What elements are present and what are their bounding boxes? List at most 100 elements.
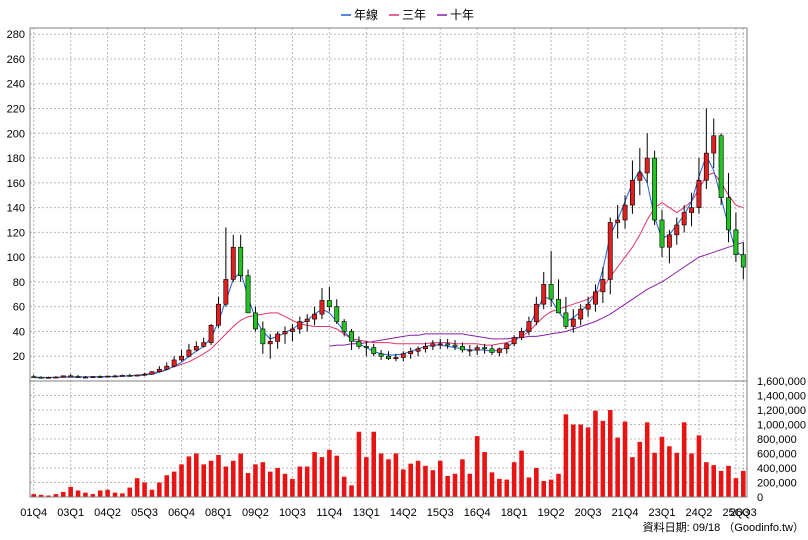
volume-bar xyxy=(201,464,206,497)
candle-body xyxy=(637,172,643,181)
volume-bar xyxy=(223,466,229,497)
candle-body xyxy=(482,347,488,350)
x-tick-label: 14Q2 xyxy=(390,507,417,519)
volume-bar xyxy=(534,468,539,497)
candle-body xyxy=(60,375,66,378)
candle-body xyxy=(452,344,458,347)
volume-bar xyxy=(297,466,303,497)
candle-body xyxy=(644,157,650,174)
volume-bar xyxy=(460,459,465,497)
x-tick-label: 21Q4 xyxy=(612,507,639,519)
x-tick-label: 15Q3 xyxy=(427,507,454,519)
volume-bar xyxy=(68,486,73,497)
volume-bar xyxy=(312,452,317,497)
candle-body xyxy=(459,346,465,351)
volume-bar xyxy=(467,473,473,497)
x-tick-label: 08Q1 xyxy=(205,507,232,519)
volume-bar xyxy=(364,457,369,497)
volume-bar xyxy=(726,465,731,497)
candle-body xyxy=(216,303,221,326)
candle-body xyxy=(467,349,473,352)
candle-body xyxy=(297,321,303,330)
volume-bar xyxy=(704,462,709,497)
volume-bar xyxy=(674,452,680,497)
candle-body xyxy=(600,279,606,293)
volume-bar xyxy=(149,489,155,497)
volume-bar xyxy=(696,435,702,497)
candle-body xyxy=(289,328,295,332)
candle-body xyxy=(556,298,561,314)
candle-body xyxy=(326,300,332,307)
x-tick-label: 26Q3 xyxy=(730,507,757,519)
volume-bar xyxy=(578,424,583,497)
candle-body xyxy=(652,157,658,221)
candle-body xyxy=(504,343,510,350)
candle-body xyxy=(386,355,391,360)
candle-body xyxy=(718,135,724,198)
volume-tick-label: 800,000 xyxy=(757,434,797,446)
volume-tick-label: 1,200,000 xyxy=(757,405,806,417)
price-tick-label: 120 xyxy=(7,227,25,239)
x-tick-label: 13Q1 xyxy=(353,507,380,519)
candle-body xyxy=(607,222,613,280)
candle-body xyxy=(334,306,340,322)
candle-body xyxy=(585,303,591,310)
candle-body xyxy=(593,291,598,305)
candle-body xyxy=(400,353,406,358)
x-tick-label: 03Q1 xyxy=(57,507,84,519)
candle-body xyxy=(740,254,746,268)
volume-bar xyxy=(83,492,88,497)
volume-bar xyxy=(607,410,613,497)
x-tick-label: 18Q1 xyxy=(501,507,528,519)
volume-bar xyxy=(437,460,443,497)
candle-body xyxy=(53,376,59,379)
candle-body xyxy=(282,331,288,335)
price-tick-label: 200 xyxy=(7,128,25,140)
volume-bar xyxy=(304,466,310,497)
volume-bar xyxy=(637,441,643,497)
volume-bar xyxy=(482,452,487,497)
candle-body xyxy=(312,313,318,320)
volume-tick-label: 200,000 xyxy=(757,478,797,490)
candle-body xyxy=(319,300,325,315)
candle-body xyxy=(142,373,148,376)
candle-body xyxy=(541,284,547,305)
volume-bar xyxy=(334,455,340,497)
price-axis: 20 40 60 80 100 120 140 160 180 200 220 240 260 280 xyxy=(7,29,25,363)
candle-body xyxy=(68,375,74,378)
candle-body xyxy=(659,219,665,248)
volume-bar xyxy=(127,487,133,497)
plot-frame xyxy=(29,27,748,498)
candle-body xyxy=(474,347,480,351)
volume-bar xyxy=(556,473,561,497)
volume-tick-label: 1,600,000 xyxy=(757,376,806,388)
candle-body xyxy=(629,180,635,206)
volume-bar xyxy=(593,410,598,497)
volume-bar xyxy=(267,471,273,497)
legend: 年線 三年 十年 xyxy=(341,7,474,22)
year-ma-line xyxy=(33,154,744,378)
price-tick-label: 20 xyxy=(13,351,25,363)
candle-body xyxy=(127,375,133,377)
candle-body xyxy=(371,347,377,355)
volume-bar xyxy=(519,450,524,497)
volume-bar xyxy=(90,494,96,497)
volume-bar xyxy=(600,420,606,497)
volume-bar xyxy=(171,471,177,497)
volume-bar xyxy=(378,453,384,497)
candle-body xyxy=(726,197,731,231)
volume-bar xyxy=(97,490,103,497)
candle-body xyxy=(711,135,717,154)
legend-label-three-year: 三年 xyxy=(402,8,426,22)
candle-body xyxy=(134,374,140,377)
candle-body xyxy=(548,284,554,300)
volume-bar xyxy=(718,470,724,497)
volume-bar xyxy=(504,479,510,497)
volume-bar xyxy=(430,470,436,497)
candle-body xyxy=(363,346,369,348)
volume-bar xyxy=(711,465,717,497)
candle-body xyxy=(112,375,118,378)
volume-bar xyxy=(615,437,620,497)
volume-bar xyxy=(681,422,687,497)
